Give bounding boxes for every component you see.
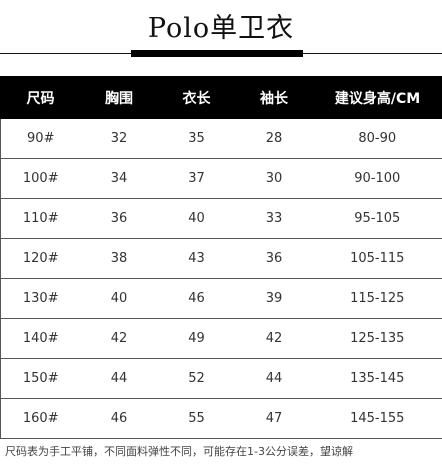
cell-length: 55 (157, 398, 236, 439)
cell-length: 43 (157, 238, 236, 279)
cell-height: 90-100 (312, 158, 442, 199)
cell-size: 150# (0, 358, 81, 399)
table-row: 110# 36 40 33 95-105 (0, 198, 442, 239)
cell-height: 145-155 (312, 398, 442, 439)
cell-chest: 36 (80, 198, 158, 239)
cell-sleeve: 33 (235, 198, 313, 239)
table-row: 140# 42 49 42 125-135 (0, 318, 442, 359)
cell-length: 35 (157, 118, 236, 159)
cell-size: 110# (0, 198, 81, 239)
cell-height: 135-145 (312, 358, 442, 399)
table-row: 120# 38 43 36 105-115 (0, 238, 442, 279)
header-row: 尺码 胸围 衣长 袖长 建议身高/CM (0, 76, 442, 119)
cell-length: 40 (157, 198, 236, 239)
table-row: 100# 34 37 30 90-100 (0, 158, 442, 199)
cell-height: 125-135 (312, 318, 442, 359)
header-size: 尺码 (0, 76, 81, 119)
cell-sleeve: 47 (235, 398, 313, 439)
header-length: 衣长 (157, 76, 236, 119)
header-height: 建议身高/CM (312, 76, 442, 119)
cell-chest: 44 (80, 358, 158, 399)
cell-size: 90# (0, 118, 81, 159)
cell-chest: 32 (80, 118, 158, 159)
header-sleeve: 袖长 (235, 76, 313, 119)
cell-length: 52 (157, 358, 236, 399)
cell-chest: 34 (80, 158, 158, 199)
cell-sleeve: 42 (235, 318, 313, 359)
cell-chest: 38 (80, 238, 158, 279)
table-row: 130# 40 46 39 115-125 (0, 278, 442, 319)
cell-sleeve: 36 (235, 238, 313, 279)
cell-sleeve: 39 (235, 278, 313, 319)
cell-chest: 40 (80, 278, 158, 319)
table-row: 160# 46 55 47 145-155 (0, 398, 442, 439)
header-chest: 胸围 (80, 76, 158, 119)
cell-size: 100# (0, 158, 81, 199)
cell-chest: 46 (80, 398, 158, 439)
cell-size: 130# (0, 278, 81, 319)
cell-sleeve: 44 (235, 358, 313, 399)
cell-size: 120# (0, 238, 81, 279)
cell-height: 80-90 (312, 118, 442, 159)
size-chart-table: 尺码 胸围 衣长 袖长 建议身高/CM 90# 32 35 28 80-90 1… (0, 76, 442, 439)
cell-length: 37 (157, 158, 236, 199)
measurement-note: 尺码表为手工平铺，不同面料弹性不同，可能存在1-3公分误差，望谅解 (5, 445, 353, 458)
cell-sleeve: 30 (235, 158, 313, 199)
table-row: 150# 44 52 44 135-145 (0, 358, 442, 399)
page-title: Polo单卫衣 (147, 13, 295, 44)
cell-length: 46 (157, 278, 236, 319)
cell-sleeve: 28 (235, 118, 313, 159)
table-row: 90# 32 35 28 80-90 (0, 118, 442, 159)
cell-size: 140# (0, 318, 81, 359)
cell-height: 105-115 (312, 238, 442, 279)
cell-height: 95-105 (312, 198, 442, 239)
cell-chest: 42 (80, 318, 158, 359)
cell-size: 160# (0, 398, 81, 439)
cell-length: 49 (157, 318, 236, 359)
title-accent-bar (131, 50, 303, 57)
cell-height: 115-125 (312, 278, 442, 319)
